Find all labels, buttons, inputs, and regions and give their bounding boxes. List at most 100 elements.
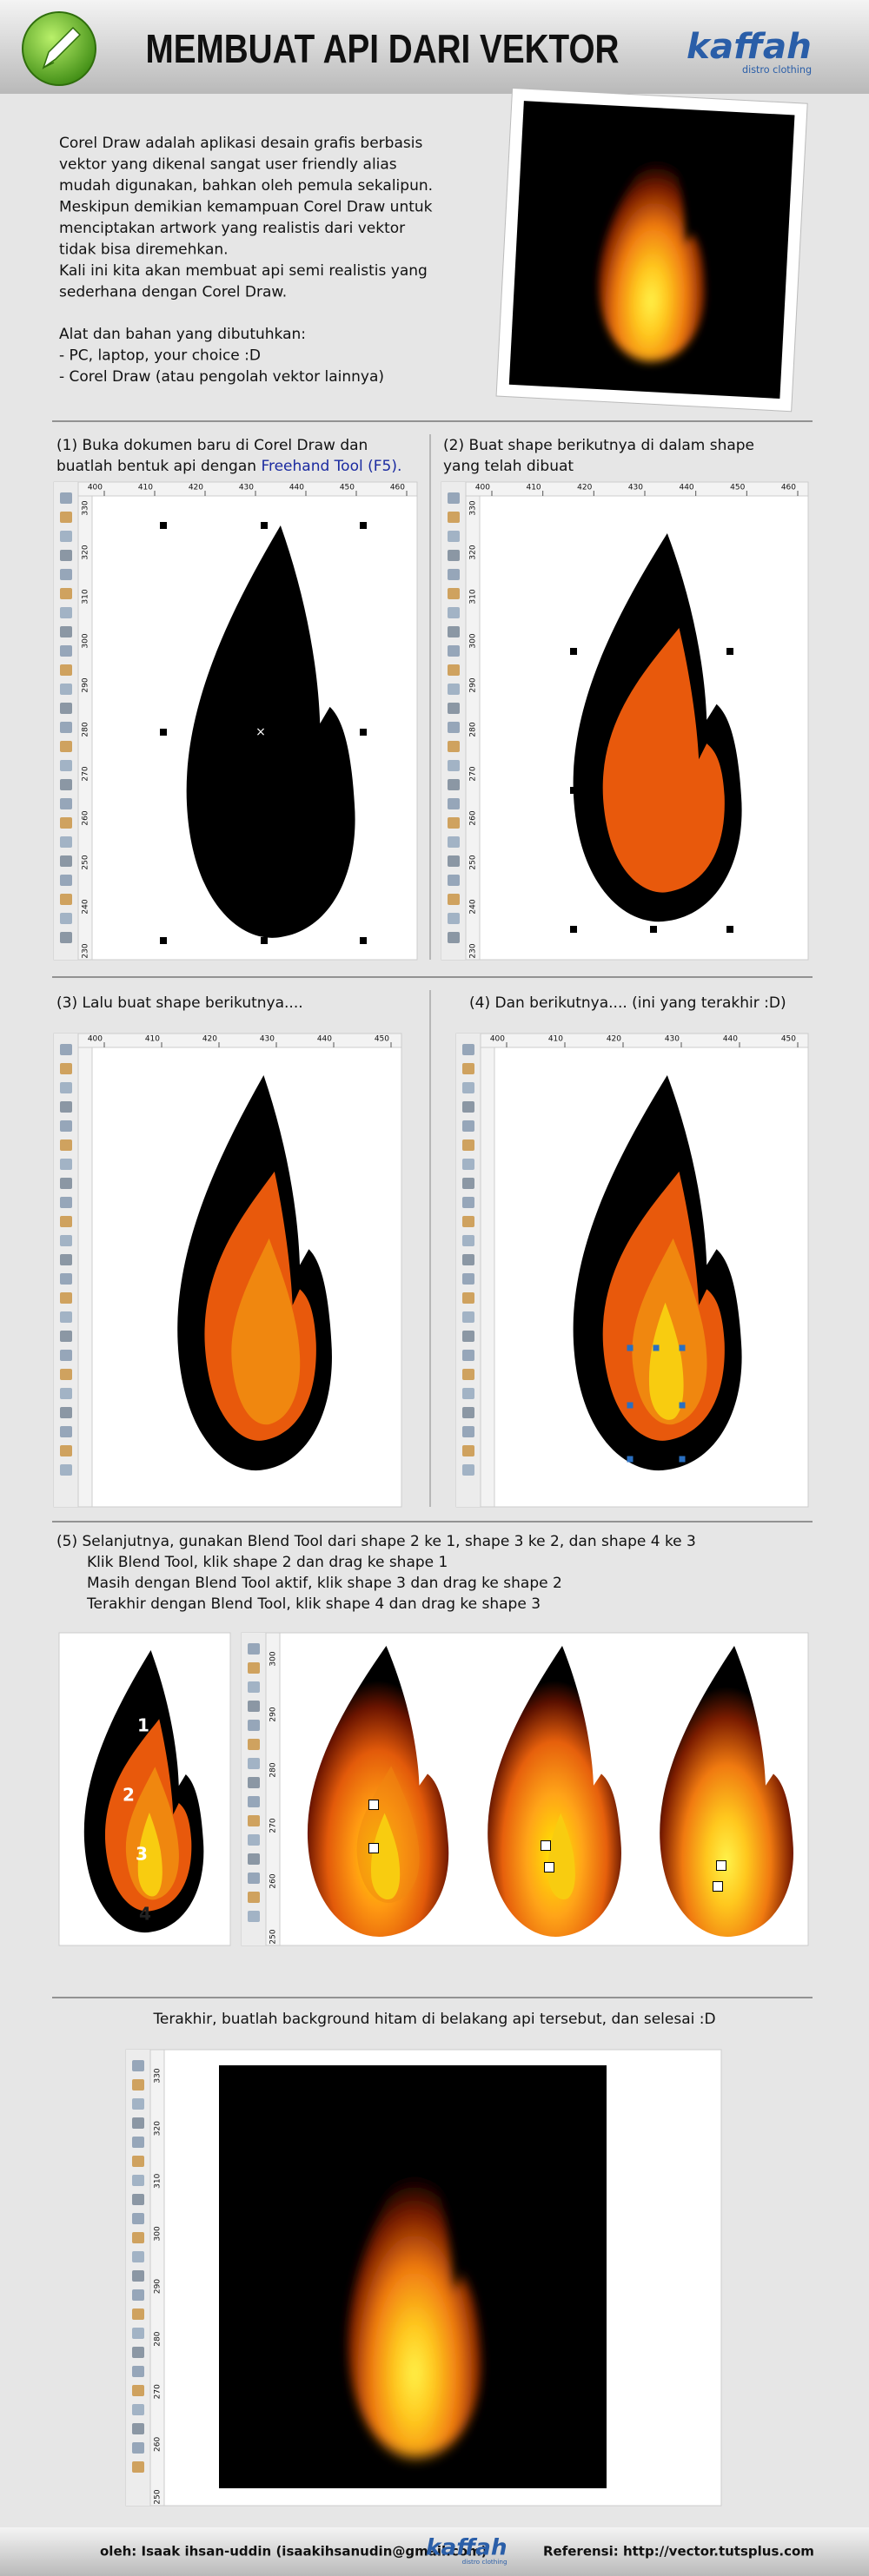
tool-icon (248, 1681, 260, 1693)
tool-icon (448, 722, 460, 733)
ruler-label: 270 (82, 766, 90, 781)
tool-icon (462, 1178, 474, 1189)
ruler-label: 250 (469, 855, 478, 869)
ruler-label: 260 (154, 2437, 163, 2452)
selection-handle (368, 1843, 379, 1853)
tool-icon (60, 760, 72, 771)
tool-icon (248, 1815, 260, 1826)
ruler-label: 310 (469, 589, 478, 604)
ruler-label: 260 (269, 1873, 278, 1888)
intro-line: tidak bisa diremehkan. (59, 241, 229, 259)
ruler-label: 330 (154, 2068, 163, 2083)
blend-caption: (5) Selanjutnya, gunakan Blend Tool dari… (56, 1533, 696, 1550)
tool-icon (60, 1350, 72, 1361)
tool-icon (60, 1292, 72, 1304)
tool-icon (60, 817, 72, 829)
selection-handle (261, 937, 268, 944)
tool-icon (248, 1701, 260, 1712)
tool-icon (60, 875, 72, 886)
ruler-label: 260 (469, 810, 478, 825)
ruler-label: 440 (317, 1035, 332, 1044)
intro-line: mudah digunakan, bahkan oleh pemula seka… (59, 177, 433, 195)
selection-handle (726, 926, 733, 933)
tool-icon (60, 1216, 72, 1227)
tool-icon (60, 1273, 72, 1285)
step-caption: buatlah bentuk api dengan Freehand Tool … (56, 458, 401, 475)
intro-line: sederhana dengan Corel Draw. (59, 284, 287, 301)
tool-icon (462, 1063, 474, 1074)
tool-icon (448, 531, 460, 542)
tool-icon (60, 741, 72, 752)
ruler-label: 280 (154, 2331, 163, 2346)
tool-icon (448, 703, 460, 714)
ruler-label: 410 (548, 1035, 563, 1044)
selection-handle (261, 522, 268, 529)
ruler-label: 310 (154, 2173, 163, 2188)
ruler-label: 330 (82, 500, 90, 515)
ruler-label: 430 (239, 484, 254, 492)
tool-icon (132, 2079, 144, 2091)
logo-tagline: distro clothing (462, 2558, 507, 2566)
tool-icon (448, 875, 460, 886)
tool-icon (60, 1388, 72, 1399)
intro-line: Kali ini kita akan membuat api semi real… (59, 262, 428, 280)
step-caption: (2) Buat shape berikutnya di dalam shape (443, 437, 754, 454)
ruler-label: 290 (469, 677, 478, 692)
tool-icon (132, 2232, 144, 2243)
tool-icon (132, 2328, 144, 2339)
tool-icon (60, 1063, 72, 1074)
selection-handle (360, 522, 367, 529)
step-caption: yang telah dibuat (443, 458, 574, 475)
tool-icon (60, 550, 72, 561)
ruler-top (77, 1033, 402, 1048)
step-caption-part: buatlah bentuk api dengan (56, 458, 261, 475)
tool-icon (248, 1739, 260, 1750)
selection-handle (650, 648, 657, 655)
tool-icon (462, 1407, 474, 1418)
blend-caption: Masih dengan Blend Tool aktif, klik shap… (87, 1575, 562, 1592)
ruler-left (77, 1033, 93, 1508)
tool-icon (60, 512, 72, 523)
tool-icon (248, 1777, 260, 1788)
screenshot-panel: 400 410 420 430 440 450 460 330 320 310 300 290 280 2… (53, 481, 418, 961)
ruler-label: 460 (781, 484, 796, 492)
tool-icon (60, 1197, 72, 1208)
tool-icon (60, 779, 72, 790)
tool-icon (448, 492, 460, 504)
tool-icon (132, 2385, 144, 2396)
ruler-label: 410 (138, 484, 153, 492)
tool-icon (462, 1331, 474, 1342)
selection-handle (360, 937, 367, 944)
step-caption: (4) Dan berikutnya.... (ini yang terakhi… (469, 994, 786, 1012)
tool-icon (248, 1873, 260, 1884)
selection-handle (160, 522, 167, 529)
selection-handle (544, 1862, 554, 1873)
tool-icon (132, 2194, 144, 2205)
tool-icon (60, 798, 72, 809)
footer-reference: Referensi: http://vector.tutsplus.com (543, 2544, 814, 2559)
logo-tagline: distro clothing (742, 64, 812, 76)
tool-icon (60, 1426, 72, 1437)
tool-icon (462, 1082, 474, 1093)
tool-icon (132, 2404, 144, 2415)
ruler-label: 270 (154, 2384, 163, 2399)
tool-icon (462, 1426, 474, 1437)
ruler-label: 430 (665, 1035, 680, 1044)
ruler-label: 320 (469, 545, 478, 559)
selection-handle (650, 926, 657, 933)
tool-icon (60, 1331, 72, 1342)
ruler-label: 250 (269, 1929, 278, 1944)
ruler-label: 230 (469, 943, 478, 958)
tool-icon (132, 2270, 144, 2282)
tool-icon (132, 2060, 144, 2071)
selection-handle (726, 787, 733, 794)
tool-icon (132, 2156, 144, 2167)
ruler-label: 440 (679, 484, 693, 492)
screenshot-panel: 400 410 420 430 440 450 (455, 1033, 809, 1508)
screenshot-panel: 400 410 420 430 440 450 (53, 1033, 402, 1508)
materials-item: - Corel Draw (atau pengolah vektor lainn… (59, 368, 384, 386)
tool-icon (60, 684, 72, 695)
selection-handle (160, 937, 167, 944)
tool-icon (248, 1758, 260, 1769)
tool-icon (132, 2366, 144, 2377)
